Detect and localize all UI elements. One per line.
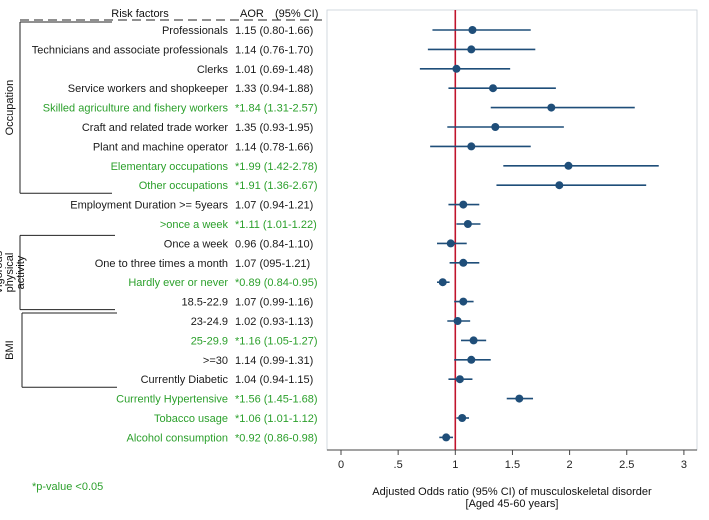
risk-factor-label: Technicians and associate professionals xyxy=(32,44,229,56)
group-label: BMI xyxy=(4,340,16,360)
aor-ci-value: *1.99 (1.42-2.78) xyxy=(235,161,318,173)
x-axis-title-line2: [Aged 45-60 years] xyxy=(466,498,559,510)
x-tick-label: .5 xyxy=(394,459,403,471)
aor-point xyxy=(555,181,564,190)
risk-factor-label: 25-29.9 xyxy=(191,335,228,347)
aor-point xyxy=(453,317,462,325)
aor-point xyxy=(564,161,573,170)
aor-ci-value: *0.92 (0.86-0.98) xyxy=(235,432,318,444)
risk-factor-label: Skilled agriculture and fishery workers xyxy=(43,103,229,115)
aor-point xyxy=(455,375,464,384)
aor-ci-value: 1.07 (0.99-1.16) xyxy=(235,297,313,309)
header-ci: (95% CI) xyxy=(275,8,318,20)
risk-factor-label: Alcohol consumption xyxy=(126,432,228,444)
aor-point xyxy=(459,297,468,306)
aor-ci-value: 1.07 (095-1.21) xyxy=(235,258,310,270)
aor-point xyxy=(452,64,461,73)
aor-point xyxy=(446,239,455,248)
risk-factor-label: Other occupations xyxy=(139,180,229,192)
plot-frame: 0 .5 1 1.5 2 2.5 3 xyxy=(326,9,698,471)
aor-ci-value: 1.15 (0.80-1.66) xyxy=(235,25,313,37)
aor-point xyxy=(463,220,472,228)
group-label: Vigorous xyxy=(0,250,5,294)
marks-layer xyxy=(419,10,659,450)
aor-point xyxy=(458,414,467,422)
aor-point xyxy=(491,123,500,131)
header-aor: AOR xyxy=(240,8,264,20)
x-tick-label: 2 xyxy=(567,459,573,471)
aor-ci-value: *1.91 (1.36-2.67) xyxy=(235,180,318,192)
risk-factor-label: >once a week xyxy=(160,219,229,231)
aor-point xyxy=(442,433,451,442)
risk-factor-label: Tobacco usage xyxy=(154,413,228,425)
x-tick-label: 0 xyxy=(338,459,344,471)
aor-ci-value: 0.96 (0.84-1.10) xyxy=(235,238,313,250)
risk-factor-label: >=30 xyxy=(203,355,228,367)
aor-ci-value: *1.56 (1.45-1.68) xyxy=(235,394,318,406)
aor-point xyxy=(467,45,476,54)
aor-ci-value: 1.33 (0.94-1.88) xyxy=(235,83,313,95)
x-tick-label: 1 xyxy=(452,459,458,471)
x-tick-label: 3 xyxy=(681,459,687,471)
aor-ci-value: 1.14 (0.76-1.70) xyxy=(235,44,313,56)
header-risk-factors: Risk factors xyxy=(111,8,169,20)
group-label: Occupation xyxy=(4,80,16,136)
aor-point xyxy=(515,394,524,403)
risk-factor-label: Professionals xyxy=(162,25,229,37)
aor-ci-value: *0.89 (0.84-0.95) xyxy=(235,277,318,289)
risk-factor-label: Currently Hypertensive xyxy=(116,394,228,406)
x-tick-label: 2.5 xyxy=(619,459,634,471)
aor-ci-value: 1.07 (0.94-1.21) xyxy=(235,200,313,212)
risk-factor-label: Currently Diabetic xyxy=(141,374,229,386)
risk-factor-label: Elementary occupations xyxy=(111,161,229,173)
aor-ci-value: *1.16 (1.05-1.27) xyxy=(235,335,318,347)
labels-layer: Professionals 1.15 (0.80-1.66) Technicians… xyxy=(0,19,322,444)
risk-factor-label: Employment Duration >= 5years xyxy=(70,200,228,212)
risk-factor-label: Once a week xyxy=(164,238,229,250)
aor-point xyxy=(459,258,468,267)
footnote: *p-value <0.05 xyxy=(32,481,103,493)
risk-factor-label: 23-24.9 xyxy=(191,316,228,328)
aor-ci-value: 1.14 (0.78-1.66) xyxy=(235,141,313,153)
aor-point xyxy=(467,142,476,151)
aor-ci-value: *1.11 (1.01-1.22) xyxy=(235,219,317,231)
aor-ci-value: 1.14 (0.99-1.31) xyxy=(235,355,313,367)
aor-ci-value: *1.84 (1.31-2.57) xyxy=(235,103,318,115)
aor-ci-value: 1.02 (0.93-1.13) xyxy=(235,316,313,328)
risk-factor-label: Clerks xyxy=(197,64,229,76)
risk-factor-label: Craft and related trade worker xyxy=(82,122,228,134)
aor-point xyxy=(489,84,498,93)
x-tick-label: 1.5 xyxy=(505,459,520,471)
group-label: physical xyxy=(4,253,16,293)
x-axis-title-line1: Adjusted Odds ratio (95% CI) of musculos… xyxy=(372,486,652,498)
aor-point xyxy=(459,200,468,209)
risk-factor-label: Plant and machine operator xyxy=(93,141,228,153)
risk-factor-label: 18.5-22.9 xyxy=(182,297,228,309)
aor-point xyxy=(547,103,556,112)
risk-factor-label: Hardly ever or never xyxy=(128,277,228,289)
risk-factor-label: One to three times a month xyxy=(95,258,228,270)
aor-ci-value: 1.01 (0.69-1.48) xyxy=(235,64,313,76)
aor-ci-value: 1.35 (0.93-1.95) xyxy=(235,122,313,134)
group-label: activity xyxy=(15,255,27,289)
aor-point xyxy=(467,355,476,364)
risk-factor-label: Service workers and shopkeeper xyxy=(68,83,229,95)
aor-ci-value: 1.04 (0.94-1.15) xyxy=(235,374,313,386)
aor-point xyxy=(468,26,477,34)
plot-area xyxy=(326,9,698,451)
aor-point xyxy=(469,336,478,345)
aor-ci-value: *1.06 (1.01-1.12) xyxy=(235,413,318,425)
aor-point xyxy=(438,278,447,287)
